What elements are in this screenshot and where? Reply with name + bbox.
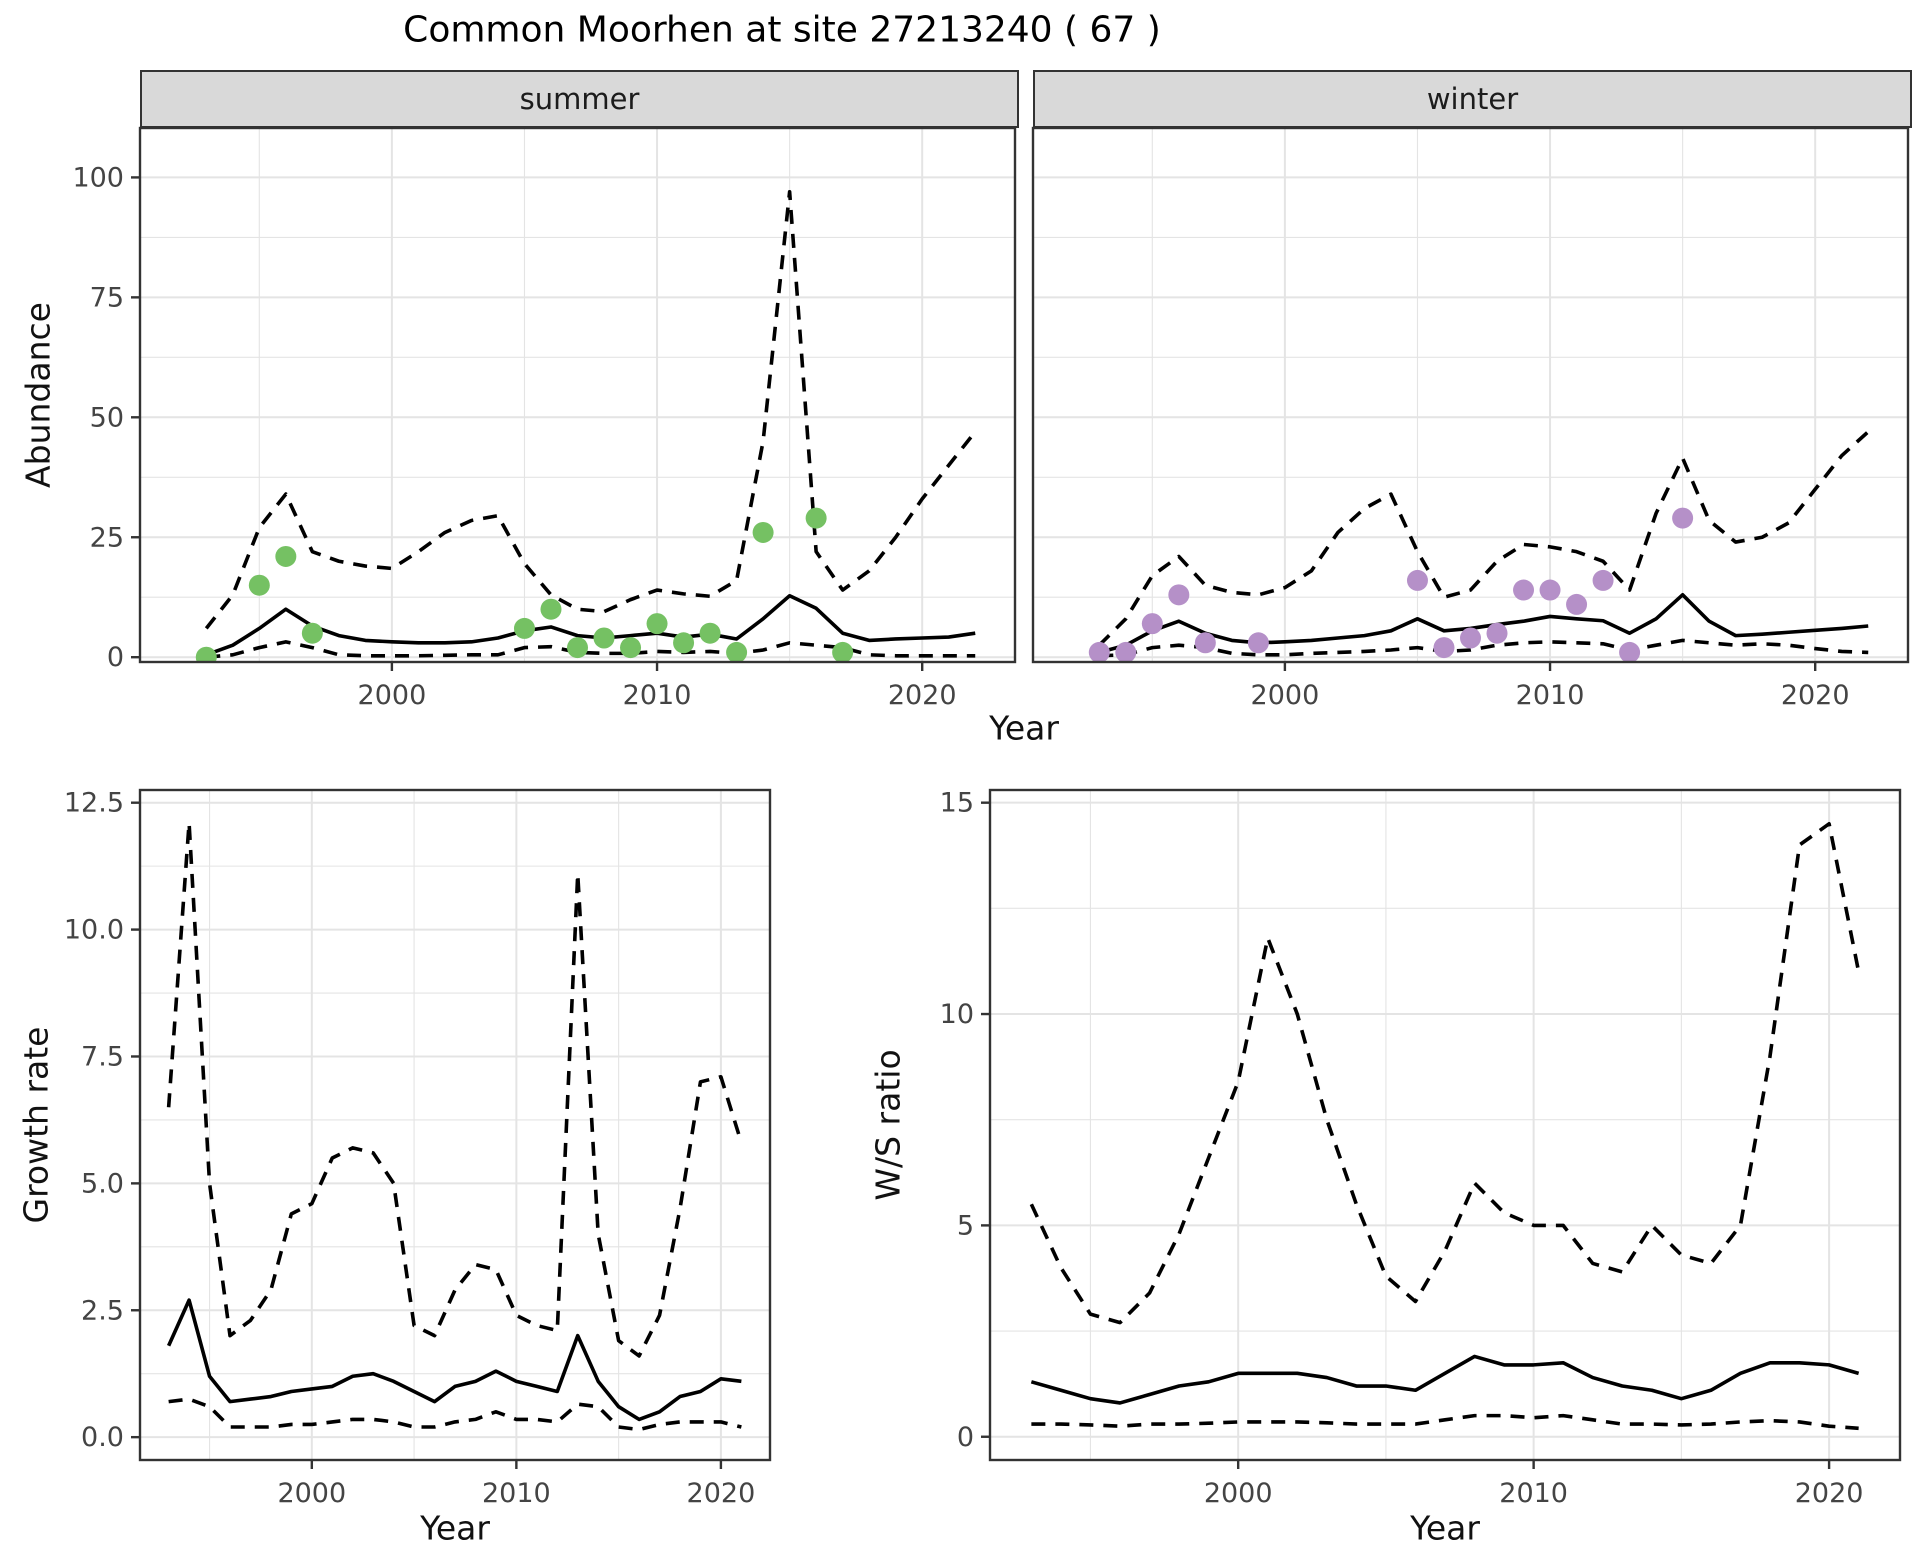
abundance-summer-observed-point <box>540 598 562 620</box>
abundance-summer-observed-point <box>275 545 297 567</box>
growth-rate-x-tick-label: 2020 <box>687 1478 756 1509</box>
abundance-summer-y-tick-label: 100 <box>72 162 124 193</box>
growth-rate-x-tick-label: 2010 <box>482 1478 551 1509</box>
abundance-summer-observed-point <box>646 613 668 635</box>
abundance-summer-lower_95ci-line <box>206 640 976 659</box>
abundance-winter-x-tick-label: 2020 <box>1781 680 1850 711</box>
facet-strip-winter-label: winter <box>1426 82 1519 116</box>
figure-title: Common Moorhen at site 27213240 ( 67 ) <box>403 9 1161 51</box>
x-axis-title-bottom-left: Year <box>420 1508 490 1548</box>
abundance-summer-observed-point <box>195 646 217 662</box>
panel-abundance-winter: 2000 2010 2020 <box>1031 126 1910 711</box>
abundance-summer-observed-point <box>620 637 642 659</box>
abundance-winter-median-line <box>1098 593 1869 655</box>
growth-rate-median-line <box>166 1298 742 1422</box>
facet-strip-winter: winter <box>1033 70 1912 128</box>
ws-ratio-x-tick-label: 2000 <box>1204 1478 1273 1509</box>
abundance-summer-observed-point <box>699 622 721 644</box>
abundance-summer-observed-point <box>248 574 270 596</box>
abundance-winter-observed-point <box>1592 569 1614 591</box>
abundance-winter-x-tick-label: 2010 <box>1516 680 1585 711</box>
abundance-summer-observed-point <box>726 641 748 662</box>
ws-ratio-x-tick-label: 2010 <box>1499 1478 1568 1509</box>
ws-ratio-lower_95ci-line <box>1031 1413 1859 1431</box>
abundance-summer-observed-point <box>301 622 323 644</box>
ws-ratio-y-tick-label: 10 <box>940 999 974 1030</box>
facet-strip-summer: summer <box>140 70 1019 128</box>
abundance-winter-observed-point <box>1486 622 1508 644</box>
abundance-summer-observed-point <box>513 617 535 639</box>
abundance-winter-lower_95ci-line <box>1099 638 1869 658</box>
growth-rate-y-tick-label: 2.5 <box>81 1295 124 1326</box>
growth-rate-x-tick-label: 2000 <box>277 1478 346 1509</box>
abundance-winter-observed-point <box>1115 641 1137 662</box>
abundance-winter-observed-point <box>1513 579 1535 601</box>
abundance-winter-observed-point <box>1433 637 1455 659</box>
abundance-summer-median-line <box>205 593 976 657</box>
x-axis-title-top: Year <box>989 708 1059 748</box>
abundance-summer-observed-point <box>593 627 615 649</box>
panel-growth-rate: 2000 2010 2020 0.0 2.5 5.0 7.5 10.0 12.5 <box>64 788 772 1509</box>
panel-ws-ratio: 2000 2010 2020 0 5 10 15 <box>940 788 1902 1509</box>
y-axis-title-ws-ratio: W/S ratio <box>868 1049 908 1201</box>
abundance-winter-observed-point <box>1088 641 1110 662</box>
growth-rate-y-tick-label: 5.0 <box>81 1168 124 1199</box>
abundance-summer-y-tick-label: 50 <box>90 402 124 433</box>
x-axis-title-bottom-right: Year <box>1410 1508 1480 1548</box>
growth-rate-lower_95ci-line <box>168 1397 742 1432</box>
abundance-winter-upper_95ci-line <box>1098 430 1870 647</box>
ws-ratio-upper_95ci-line <box>1029 822 1861 1325</box>
abundance-summer-observed-point <box>673 632 695 654</box>
abundance-winter-observed-point <box>1406 569 1428 591</box>
growth-rate-y-tick-label: 12.5 <box>64 788 124 819</box>
facet-strip-summer-label: summer <box>519 82 640 116</box>
abundance-summer-x-tick-label: 2020 <box>888 680 957 711</box>
ws-ratio-y-tick-label: 15 <box>940 788 974 819</box>
ws-ratio-y-tick-label: 0 <box>957 1422 974 1453</box>
abundance-winter-observed-point <box>1168 584 1190 606</box>
abundance-summer-x-tick-label: 2010 <box>623 680 692 711</box>
abundance-summer-observed-point <box>567 637 588 659</box>
abundance-winter-observed-point <box>1566 593 1588 615</box>
panel-abundance-summer: 2000 2010 2020 0 25 50 75 100 <box>72 126 1017 711</box>
abundance-summer-observed-point <box>752 521 774 543</box>
abundance-winter-observed-point <box>1539 579 1561 601</box>
abundance-winter-observed-point <box>1672 507 1694 529</box>
abundance-summer-y-tick-label: 0 <box>107 642 124 673</box>
ws-ratio-median-line <box>1030 1354 1860 1405</box>
abundance-summer-x-tick-label: 2000 <box>358 680 427 711</box>
abundance-winter-observed-point <box>1141 613 1163 635</box>
abundance-summer-upper_95ci-line <box>204 190 977 630</box>
y-axis-title-growth-rate: Growth rate <box>16 1026 56 1224</box>
growth-rate-upper_95ci-line <box>166 821 744 1358</box>
abundance-winter-observed-point <box>1247 632 1269 654</box>
abundance-winter-observed-point <box>1194 632 1216 654</box>
growth-rate-y-tick-label: 7.5 <box>81 1041 124 1072</box>
abundance-summer-observed-point <box>805 507 827 529</box>
growth-rate-y-tick-label: 0.0 <box>81 1422 124 1453</box>
abundance-winter-observed-point <box>1460 627 1481 649</box>
abundance-summer-observed-point <box>832 641 854 662</box>
growth-rate-y-tick-label: 10.0 <box>64 915 124 946</box>
ws-ratio-x-tick-label: 2020 <box>1795 1478 1864 1509</box>
ws-ratio-y-tick-label: 5 <box>957 1210 974 1241</box>
abundance-summer-y-tick-label: 25 <box>90 522 124 553</box>
abundance-summer-y-tick-label: 75 <box>90 282 124 313</box>
abundance-winter-x-tick-label: 2000 <box>1251 680 1320 711</box>
abundance-winter-observed-point <box>1619 641 1641 662</box>
y-axis-title-abundance: Abundance <box>18 302 58 488</box>
